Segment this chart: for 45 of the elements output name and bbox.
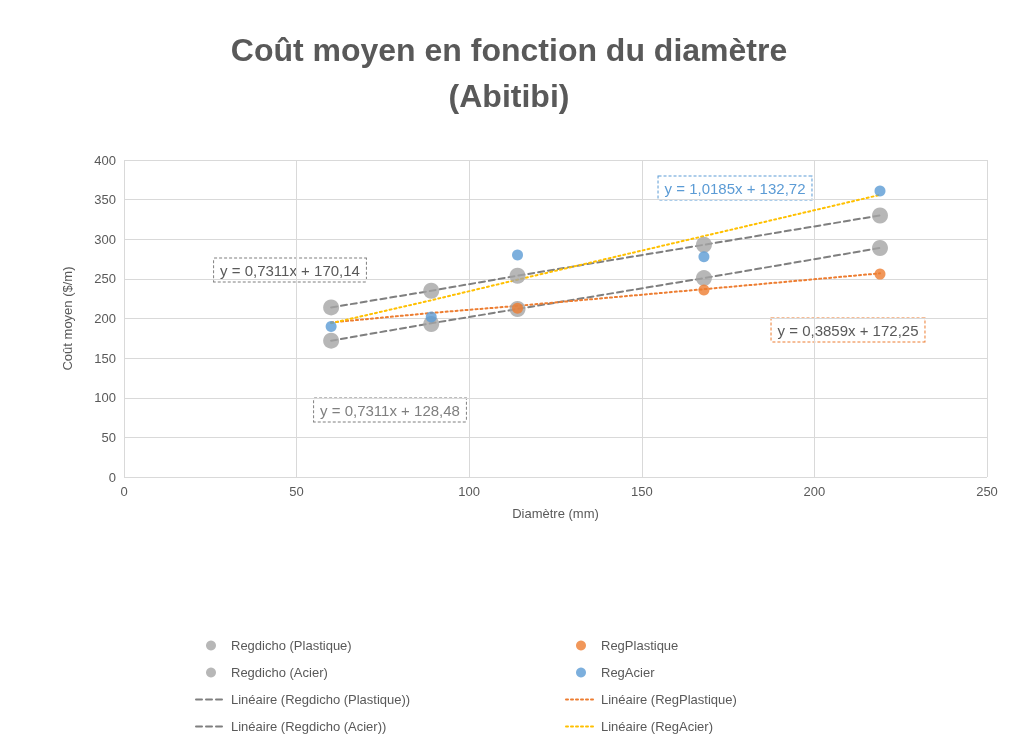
- point: [323, 299, 340, 316]
- point: [874, 268, 886, 280]
- point: [695, 236, 712, 253]
- point: [874, 185, 886, 197]
- y-tick-label: 400: [94, 152, 116, 168]
- y-axis-title: Coût moyen ($/m): [60, 266, 75, 371]
- x-tick-label: 200: [803, 484, 826, 499]
- x-tick-label: 0: [120, 484, 128, 499]
- legend-label: Regdicho (Plastique): [231, 638, 352, 653]
- x-tick-label: 100: [458, 484, 481, 499]
- x-tick-label: 150: [630, 484, 653, 499]
- y-tick-label: 150: [94, 350, 116, 366]
- point: [698, 284, 710, 296]
- point: [423, 282, 440, 299]
- y-tick-label: 300: [94, 231, 116, 247]
- point: [698, 251, 710, 263]
- annotation: y = 0,3859x + 172,25: [777, 321, 919, 339]
- legend-label: Linéaire (RegAcier): [601, 719, 713, 734]
- legend-label: RegPlastique: [601, 638, 679, 653]
- x-axis-title: Diamètre (mm): [512, 506, 599, 521]
- point: [512, 249, 524, 261]
- point: [695, 270, 712, 287]
- legend-label: RegAcier: [601, 665, 656, 680]
- y-tick-label: 350: [94, 192, 116, 208]
- point: [872, 207, 888, 224]
- x-tick-label: 50: [289, 484, 304, 499]
- y-tick-label: 0: [108, 469, 116, 485]
- y-tick-label: 100: [94, 390, 116, 406]
- legend-label: Linéaire (RegPlastique): [601, 692, 737, 707]
- point: [323, 332, 340, 349]
- point: [872, 239, 888, 256]
- legend-label: Linéaire (Regdicho (Plastique)): [231, 692, 411, 707]
- annotation: y = 0,7311x + 170,14: [220, 261, 360, 279]
- annotation: y = 0,7311x + 128,48: [320, 401, 460, 419]
- x-tick-label: 250: [976, 484, 998, 499]
- annotation: y = 1,0185x + 132,72: [664, 179, 806, 197]
- y-tick-label: 200: [94, 311, 116, 326]
- point: [325, 320, 337, 332]
- point: [509, 267, 526, 284]
- legend-label: Regdicho (Acier): [231, 665, 328, 680]
- legend-label: Linéaire (Regdicho (Acier)): [231, 719, 387, 734]
- chart-title: Coût moyen en fonction du diamètre (Abitibi): [230, 32, 788, 114]
- point: [425, 311, 437, 323]
- y-tick-label: 50: [101, 429, 116, 445]
- y-tick-label: 250: [94, 271, 116, 287]
